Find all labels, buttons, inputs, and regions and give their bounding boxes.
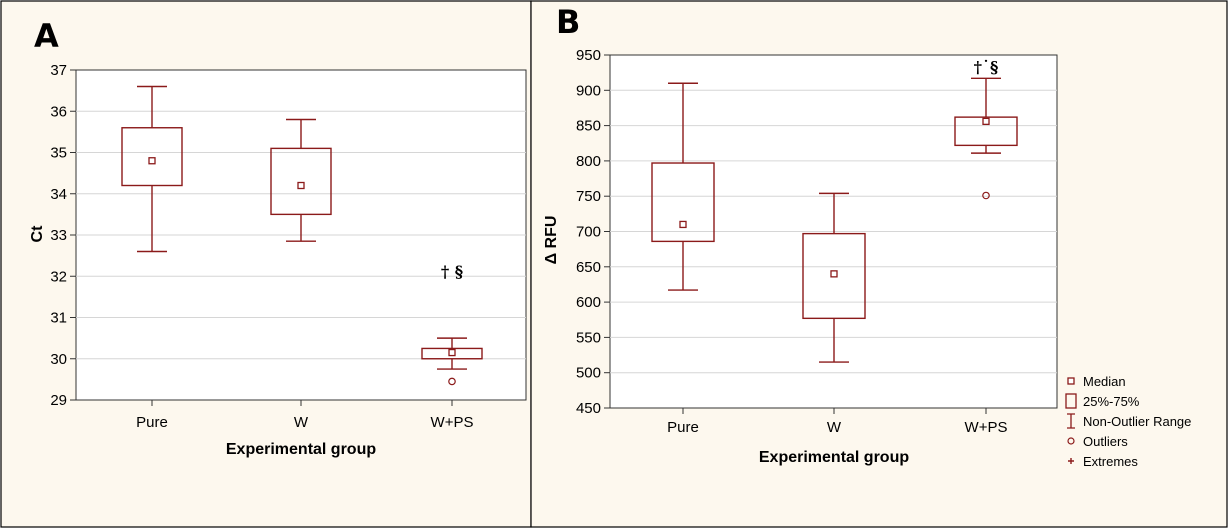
legend-entry-label: Outliers (1083, 434, 1128, 449)
box-median-marker (679, 220, 687, 229)
panel-b-y-tick-label: 950 (576, 47, 601, 64)
legend-extreme-symbol (1068, 458, 1074, 464)
box-iqr (954, 116, 1018, 147)
box-median-marker (297, 181, 305, 190)
panel-a-y-tick-label: 31 (50, 310, 67, 327)
panel-a: A 29 30 31 32 33 34 35 36 37 Pure W W+PS † § Experim… (0, 0, 532, 528)
box-median-marker (982, 117, 990, 126)
panel-b-y-tick-label: 650 (576, 259, 601, 276)
panel-a-y-tick-label: 36 (50, 103, 67, 120)
panel-b-y-tick-label: 900 (576, 82, 601, 99)
box-iqr (121, 127, 183, 187)
significance-annotation: †˙§ (974, 58, 999, 77)
panel-b-legend: Median 25%-75% Non-Outlier Range Outliers Ex… (1065, 374, 1191, 469)
legend-entry-label: Median (1083, 374, 1126, 389)
legend-outlier-symbol (1067, 437, 1075, 445)
panel-b-plot: 450 500 550 600 650 700 750 800 850 900 950 Pure W W+… (576, 47, 1058, 436)
box-iqr (270, 147, 332, 216)
legend-entry-label: Extremes (1083, 454, 1138, 469)
box-outlier-point (982, 191, 990, 200)
panel-b-y-tick-label: 550 (576, 329, 601, 346)
box-iqr (651, 162, 715, 243)
panel-a-y-tick-label: 34 (50, 186, 67, 203)
panel-b-y-tick-label: 500 (576, 365, 601, 382)
panel-b-y-tick-label: 750 (576, 188, 601, 205)
panel-a-x-axis-label: Experimental group (226, 441, 376, 458)
panel-a-x-tick-label: W+PS (431, 414, 474, 431)
panel-a-y-axis-label: Ct (29, 225, 46, 243)
panel-a-plot: 29 30 31 32 33 34 35 36 37 Pure W W+PS † § (50, 62, 527, 431)
panel-a-x-tick-label: Pure (136, 414, 168, 431)
panel-a-letter: A (34, 17, 59, 55)
panel-b-y-tick-label: 800 (576, 153, 601, 170)
panel-b-y-axis-label: Δ RFU (543, 216, 560, 265)
panel-a-x-tick-label: W (294, 414, 309, 431)
panel-b-y-tick-label: 450 (576, 400, 601, 417)
panel-b-y-tick-label: 850 (576, 118, 601, 135)
significance-annotation: † § (441, 262, 463, 281)
panel-b-x-tick-label: Pure (667, 419, 699, 436)
box-iqr (802, 232, 866, 320)
panel-b-letter: B (556, 3, 580, 41)
box-median-marker (448, 348, 456, 357)
legend-entry-label: Non-Outlier Range (1083, 414, 1191, 429)
box-outlier-point (448, 377, 456, 386)
legend-median-symbol (1067, 377, 1075, 385)
panel-b: B 450 500 550 600 650 700 750 800 850 900 950 Pure W… (530, 0, 1228, 528)
legend-whisker-symbol (1067, 413, 1075, 429)
panel-a-y-tick-label: 32 (50, 268, 67, 285)
panel-a-y-tick-label: 37 (50, 62, 67, 79)
panel-b-x-tick-label: W (827, 419, 842, 436)
panel-b-y-tick-label: 600 (576, 294, 601, 311)
box-median-marker (148, 157, 156, 165)
panel-b-x-tick-label: W+PS (965, 419, 1008, 436)
panel-a-y-tick-label: 29 (50, 392, 67, 409)
panel-a-y-tick-label: 35 (50, 145, 67, 162)
legend-entry-label: 25%-75% (1083, 394, 1140, 409)
legend-box-symbol (1065, 393, 1077, 409)
panel-a-y-tick-label: 30 (50, 351, 67, 368)
box-iqr (421, 347, 483, 360)
box-median-marker (830, 270, 838, 278)
panel-b-x-axis-label: Experimental group (759, 449, 909, 466)
panel-a-y-tick-label: 33 (50, 227, 67, 244)
panel-b-y-tick-label: 700 (576, 224, 601, 241)
